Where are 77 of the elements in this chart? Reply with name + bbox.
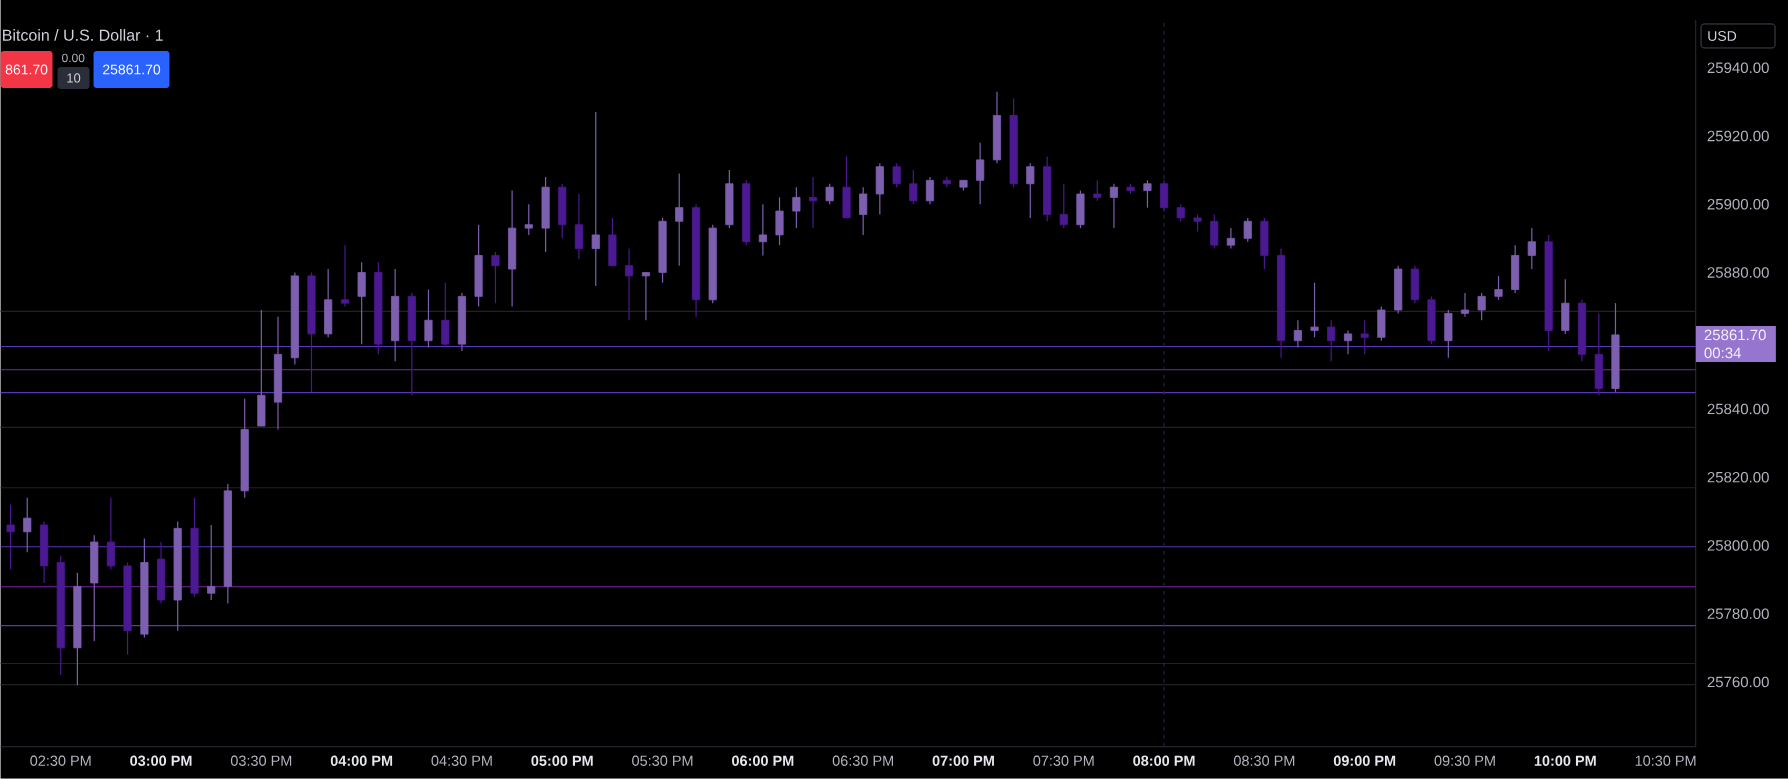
candlestick [1210,213,1219,250]
annotation: 25861.70 [103,64,161,75]
candlestick [574,193,583,260]
y-tick-label: 25780.00 [1707,608,1769,620]
candlestick [1293,319,1302,349]
y-tick-label: 25880.00 [1707,267,1769,278]
y-tick-label: 25760.00 [1707,676,1769,688]
candlestick [591,111,600,287]
candlestick [1460,292,1470,318]
candlestick [758,203,767,257]
candlestick [792,186,801,229]
y-tick-label: 25940.00 [1707,62,1769,74]
y-tick-label: 25920.00 [1707,130,1769,142]
x-tick-label: 05:30 PM [632,755,693,767]
x-tick-label: 08:00 PM [1133,755,1195,767]
x-tick-label: 02:30 PM [30,755,91,767]
candlestick [441,282,450,349]
candlestick [1243,217,1252,243]
candlestick [207,524,216,601]
x-tick-label: 06:00 PM [732,755,794,767]
x-tick-label: 04:00 PM [330,755,393,767]
candlestick [859,186,868,236]
candlestick [1226,227,1235,250]
candlestick [424,289,433,349]
x-tick-label: 10:30 PM [1635,755,1696,767]
text: 25861.70 [1704,329,1766,341]
text: 00:34 [1704,347,1741,359]
candlestick [524,203,533,236]
candlestick [1477,292,1486,321]
candlestick [825,183,834,205]
candlestick [625,248,634,321]
x-tick-label: 09:30 PM [1434,755,1495,767]
x-tick-label: 08:30 PM [1233,755,1295,767]
chart-title: Bitcoin / U.S. Dollar · 1 [3,29,163,41]
y-tick-label: 25900.00 [1707,199,1769,210]
candlestick [357,261,366,345]
annotation: 10 [67,73,81,83]
y-tick-label: 25820.00 [1707,472,1769,483]
candlestick [1494,275,1503,301]
text: USD [1708,31,1737,42]
candlestick [1160,179,1169,212]
candlestick [1527,227,1536,270]
candlestick [1059,183,1068,229]
y-tick-label: 25840.00 [1707,403,1769,415]
candlestick [106,497,115,571]
candlestick [1327,319,1336,362]
candlestick [675,173,684,267]
x-tick-label: 04:30 PM [431,755,492,767]
candlestick [1109,183,1118,229]
candlestick [1143,179,1152,209]
candlestick [1343,330,1353,356]
x-tick-label: 05:00 PM [531,755,593,767]
candlestick [1026,162,1035,219]
x-tick-label: 06:30 PM [832,755,893,767]
candlestick [892,162,901,188]
annotation: 0.00 [62,53,85,63]
x-tick-label: 10:00 PM [1534,755,1596,767]
candlestick [1360,319,1369,356]
candlestick [491,251,500,304]
y-tick-label: 25800.00 [1707,540,1769,551]
candlestick [775,196,784,246]
x-tick-label: 07:30 PM [1033,755,1094,767]
candlestick [6,504,15,571]
candlestick [808,176,818,229]
candlestick [1310,282,1319,339]
candlestick [1093,179,1102,202]
x-tick-label: 03:00 PM [130,755,192,767]
x-tick-label: 07:00 PM [932,755,994,767]
annotation: 861.70 [5,64,48,75]
candlestick [909,169,918,205]
candlestick [641,272,650,321]
x-tick-label: 09:00 PM [1333,755,1396,767]
candlestick [23,497,32,553]
x-tick-label: 03:30 PM [230,755,292,767]
candlestick [925,176,935,205]
candlestick [976,142,985,205]
candlestick [340,244,350,308]
